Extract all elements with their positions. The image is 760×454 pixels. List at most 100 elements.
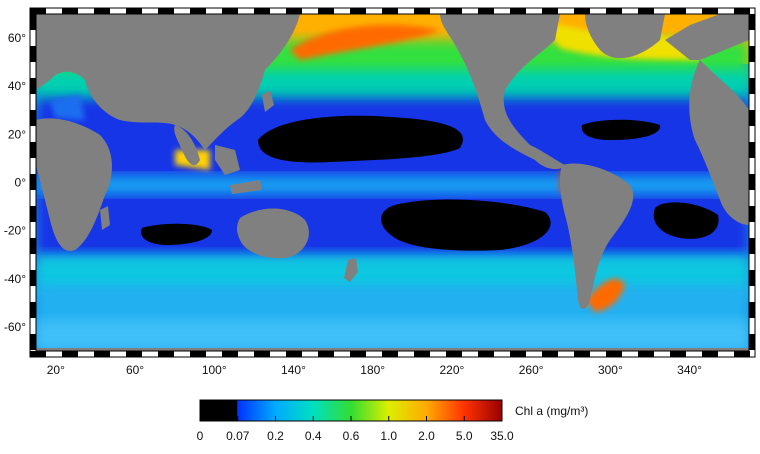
colorbar-tick-label: 5.0 [456,429,473,443]
colorbar-block [200,400,238,421]
frame-segment [749,62,755,78]
colorbar-tick-label: 2.0 [418,429,435,443]
frame-segment [686,351,702,357]
frame-segment [430,8,446,14]
frame-segment [30,110,36,126]
frame-segment [446,351,462,357]
frame-segment [446,8,462,14]
frame-segment [222,8,238,14]
frame-segment [238,8,254,14]
frame-segment [286,351,302,357]
frame-segment [174,8,190,14]
chlorophyll-map: 60° 40° 20° 0° -20° -40° -60° 20° 60° 100° 140° 18… [4,7,756,377]
frame-segment [494,351,510,357]
frame-segment [574,351,590,357]
frame-segment [749,190,755,206]
frame-segment [414,8,430,14]
latitude-labels: 60° 40° 20° 0° -20° -40° -60° [4,31,26,334]
longitude-label: 260° [519,363,544,377]
frame-segment [30,222,36,238]
longitude-label: 300° [598,363,623,377]
frame-segment [749,30,755,46]
frame-segment [30,351,46,357]
frame-segment [350,8,366,14]
colorbar-tick-label: 0.07 [226,429,250,443]
frame-segment [366,8,382,14]
frame-segment [206,8,222,14]
frame-segment [542,351,558,357]
frame-segment [286,8,302,14]
frame-segment [30,46,36,62]
frame-segment [606,351,622,357]
frame-segment [382,351,398,357]
latitude-label: 0° [15,176,27,190]
longitude-label: 60° [126,363,144,377]
frame-segment [110,8,126,14]
frame-segment [749,14,755,30]
frame-segment [46,351,62,357]
frame-segment [749,286,755,302]
frame-segment [238,351,254,357]
frame-segment [749,318,755,334]
frame-segment [749,222,755,238]
frame-segment [30,30,36,46]
colorbar-tick-label: 0.4 [305,429,322,443]
frame-segment [526,351,542,357]
latitude-label: 20° [8,127,26,141]
latitude-label: 40° [8,79,26,93]
frame-segment [334,8,350,14]
frame-segment [749,142,755,158]
frame-segment [749,350,755,351]
frame-segment [749,126,755,142]
frame-segment [190,8,206,14]
frame-segment [30,174,36,190]
frame-segment [318,351,334,357]
frame-segment [270,351,286,357]
frame-segment [510,351,526,357]
frame-segment [702,351,718,357]
frame-segment [254,351,270,357]
frame-segment [30,270,36,286]
frame-segment [686,8,702,14]
frame-segment [750,351,755,357]
frame-segment [366,351,382,357]
frame-segment [462,351,478,357]
frame-segment [749,270,755,286]
frame-segment [718,8,734,14]
frame-segment [526,8,542,14]
frame-segment [558,351,574,357]
longitude-label: 20° [47,363,65,377]
frame-segment [30,254,36,270]
colorbar-tick-label: 35.0 [490,429,514,443]
frame-segment [318,8,334,14]
frame-segment [78,351,94,357]
frame-segment [749,206,755,222]
frame-segment [334,351,350,357]
map-frame-left [30,14,36,351]
frame-segment [414,351,430,357]
colorbar-block [237,400,502,421]
frame-segment [110,351,126,357]
colorbar-tick-label: 0.6 [343,429,360,443]
frame-segment [749,302,755,318]
frame-segment [94,351,110,357]
frame-segment [46,8,62,14]
map-frame-right [749,14,755,351]
frame-segment [622,351,638,357]
frame-segment [749,334,755,350]
frame-segment [702,8,718,14]
frame-segment [30,206,36,222]
frame-segment [302,351,318,357]
frame-segment [30,14,36,30]
frame-segment [158,351,174,357]
frame-segment [749,254,755,270]
frame-segment [430,351,446,357]
longitude-label: 340° [677,363,702,377]
frame-segment [638,8,654,14]
latitude-label: -60° [4,320,26,334]
frame-segment [62,8,78,14]
frame-segment [30,8,46,14]
frame-segment [30,190,36,206]
frame-segment [398,8,414,14]
latitude-label: 60° [8,31,26,45]
